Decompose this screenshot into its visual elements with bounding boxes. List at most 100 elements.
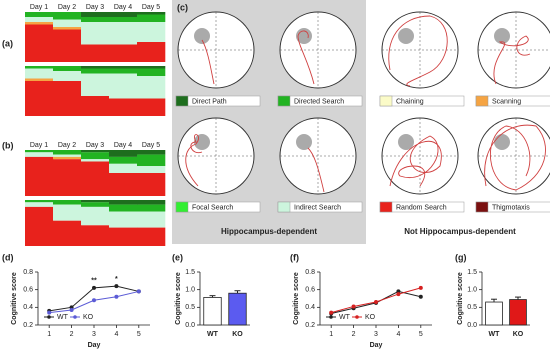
- annotation: *: [115, 276, 118, 283]
- strategy-segment: [25, 24, 54, 62]
- strategy-segment: [25, 12, 54, 17]
- legend-swatch: [175, 95, 189, 107]
- panel-label: (f): [290, 252, 299, 262]
- group-label: Hippocampus-dependent: [221, 227, 317, 236]
- strategy-segment: [25, 68, 54, 79]
- legend-label: KO: [83, 314, 94, 321]
- strategy-segment: [81, 12, 110, 17]
- bar: [228, 292, 247, 326]
- strategy-segment: [53, 29, 82, 62]
- y-tick-label: 0.4: [23, 304, 33, 311]
- point: [114, 284, 119, 289]
- strategy-segment: [109, 66, 138, 69]
- strategy-segment: [53, 81, 82, 116]
- swim-path: [201, 39, 215, 85]
- legend-label: WT: [339, 314, 351, 321]
- point: [329, 310, 334, 315]
- point: [418, 285, 423, 290]
- y-tick-label: 0.6: [23, 287, 33, 294]
- strategy-segment: [137, 66, 166, 69]
- bar: [509, 299, 527, 326]
- maze-platform: [398, 134, 414, 150]
- panel-label: (d): [2, 252, 14, 262]
- day-label: Day 5: [142, 142, 160, 149]
- x-tick-label: 5: [419, 331, 423, 338]
- strategy-segment: [81, 200, 110, 203]
- swim-path: [297, 30, 315, 85]
- swim-path: [185, 134, 203, 187]
- y-tick-label: 0.0: [467, 322, 477, 329]
- maze-platform: [194, 134, 210, 150]
- panel-label: (c): [177, 2, 188, 12]
- point: [92, 298, 96, 303]
- y-tick-label: 0.5: [185, 304, 195, 311]
- strategy-segment: [109, 204, 138, 212]
- day-label: Day 1: [30, 4, 48, 11]
- x-tick-label: WT: [207, 331, 219, 338]
- strategy-segment: [137, 22, 166, 42]
- legend-label: Directed Search: [294, 98, 344, 105]
- y-tick-label: 0.2: [305, 322, 315, 329]
- strategy-segment: [109, 150, 138, 157]
- y-tick-label: 0.8: [23, 269, 33, 276]
- legend-label: Thigmotaxis: [492, 204, 530, 211]
- x-tick-label: 3: [92, 331, 96, 338]
- y-axis-title: Cognitive score: [293, 272, 300, 325]
- strategy-segment: [81, 202, 110, 207]
- strategy-segment: [81, 206, 110, 226]
- y-tick-label: 1.0: [467, 287, 477, 294]
- legend-swatch: [379, 201, 393, 213]
- strategy-segment: [109, 44, 138, 62]
- y-tick-label: 0.2: [23, 322, 33, 329]
- strategy-segment: [137, 14, 166, 22]
- panel-label: (g): [455, 252, 467, 262]
- x-tick-label: 1: [329, 331, 333, 338]
- strategy-segment: [137, 98, 166, 116]
- strategy-segment: [25, 202, 54, 207]
- point: [136, 289, 141, 294]
- point: [114, 294, 119, 299]
- day-label: Day 2: [58, 4, 76, 11]
- strategy-segment: [137, 211, 166, 228]
- day-label: Day 3: [86, 4, 104, 11]
- strategy-segment: [137, 12, 166, 15]
- maze-platform: [494, 28, 510, 44]
- strategy-segment: [137, 68, 166, 76]
- legend-swatch: [475, 201, 489, 213]
- strategy-segment: [53, 156, 82, 160]
- panel-label: (b): [2, 140, 14, 150]
- strategy-segment: [109, 227, 138, 246]
- strategy-segment: [25, 200, 54, 203]
- annotation: **: [91, 278, 97, 285]
- y-tick-label: 0.8: [305, 269, 315, 276]
- strategy-segment: [53, 27, 82, 30]
- strategy-segment: [25, 22, 54, 25]
- strategy-segment: [81, 150, 110, 153]
- legend-marker: [73, 315, 77, 319]
- strategy-segment: [109, 156, 138, 164]
- strategy-segment: [25, 66, 54, 69]
- strategy-segment: [25, 78, 54, 81]
- point: [92, 285, 96, 290]
- swim-path: [389, 135, 442, 187]
- swim-path: [388, 15, 448, 87]
- strategy-segment: [137, 150, 166, 155]
- strategy-segment: [137, 204, 166, 212]
- legend-swatch: [379, 95, 393, 107]
- legend-label: KO: [365, 314, 376, 321]
- legend-swatch: [175, 201, 189, 213]
- day-label: Day 4: [114, 4, 132, 11]
- point: [396, 292, 401, 297]
- strategy-segment: [53, 204, 82, 221]
- strategy-segment: [81, 161, 110, 196]
- point: [69, 307, 74, 312]
- y-tick-label: 1.0: [185, 287, 195, 294]
- y-tick-label: 1.5: [185, 269, 195, 276]
- bar: [203, 297, 222, 326]
- strategy-segment: [25, 81, 54, 116]
- maze-platform: [194, 28, 210, 44]
- legend-label: Chaining: [396, 98, 424, 105]
- x-tick-label: KO: [513, 331, 524, 338]
- strategy-segment: [53, 220, 82, 246]
- strategy-segment: [137, 166, 166, 173]
